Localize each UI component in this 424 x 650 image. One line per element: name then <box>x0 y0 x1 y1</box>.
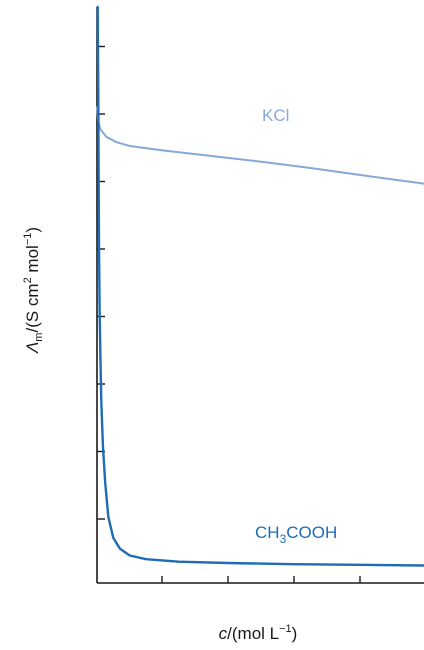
acetic-acid-label-subscript: 3 <box>280 532 287 546</box>
y-axis-title-unit: mol <box>23 245 42 277</box>
x-axis-title-superscript: −1 <box>279 623 292 635</box>
y-axis-title-close: ) <box>23 227 42 233</box>
kcl-curve <box>96 106 424 185</box>
y-axis-title: Λm/(S cm2 mol−1) <box>22 227 45 354</box>
acetic-acid-label: CH3COOH <box>255 523 337 546</box>
x-axis-title: c/(mol L−1) <box>219 623 298 643</box>
axes <box>96 7 424 584</box>
x-axis-title-unit: /(mol L <box>227 624 279 643</box>
kcl-label: KCl <box>262 106 289 125</box>
y-axis-title-symbol: Λ <box>23 342 42 354</box>
acetic-acid-label-part: COOH <box>286 523 337 542</box>
y-axis-title-unit: /(S cm <box>23 283 42 332</box>
series-group <box>96 5 424 567</box>
y-axis-title-subscript: m <box>33 333 45 342</box>
acetic-acid-curve <box>96 5 424 567</box>
acetic-acid-label-part: CH <box>255 523 280 542</box>
kcl-label-text: KCl <box>262 106 289 125</box>
y-axis-title-superscript: 2 <box>22 277 34 283</box>
x-axis-title-close: ) <box>292 624 298 643</box>
y-axis-title-superscript: −1 <box>22 233 34 246</box>
x-axis-title-symbol: c <box>219 624 228 643</box>
